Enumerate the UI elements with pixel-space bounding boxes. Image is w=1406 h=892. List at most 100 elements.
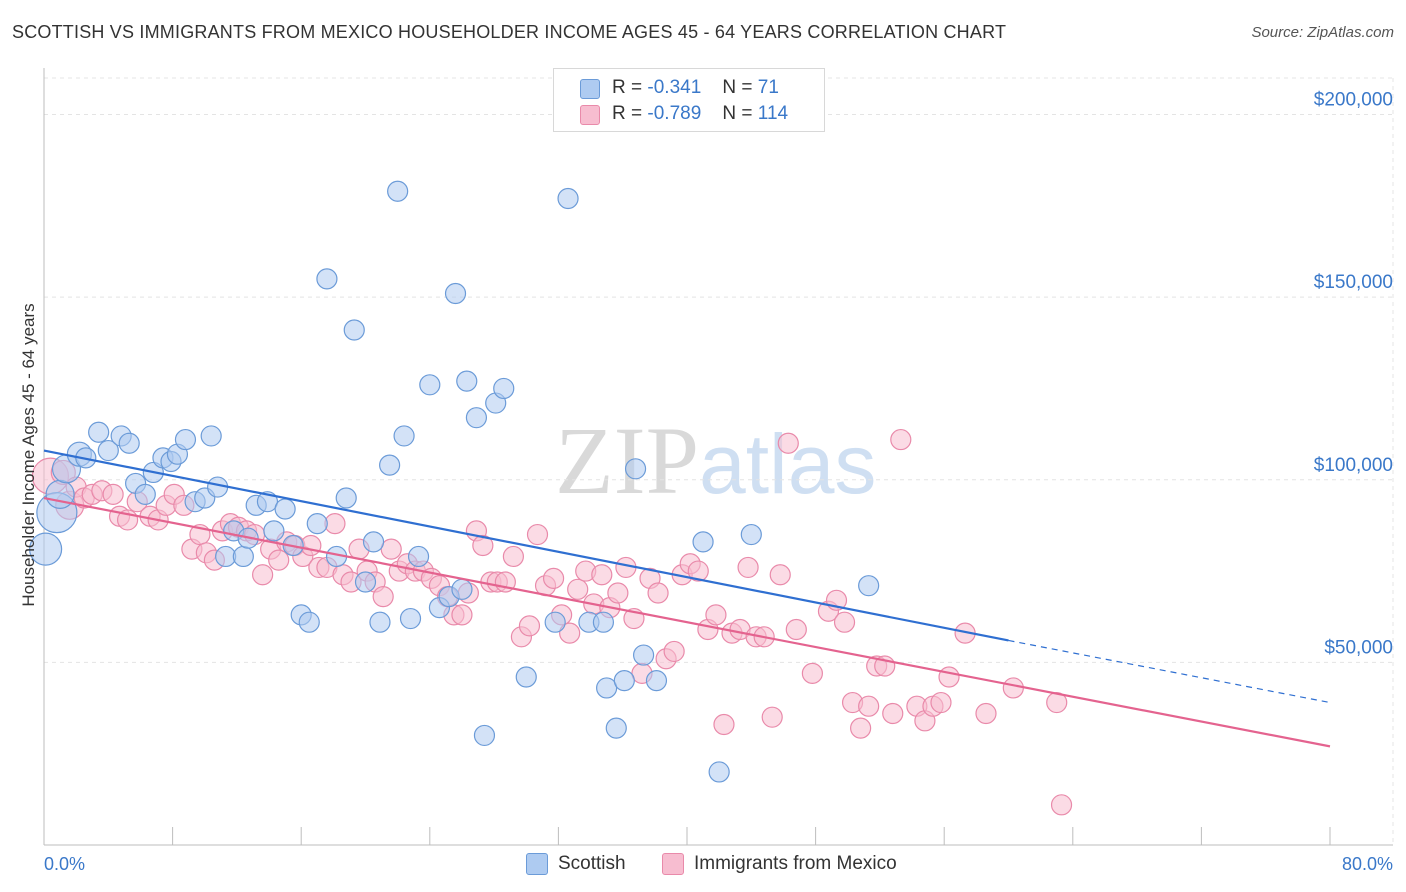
scottish-point (419, 374, 441, 396)
scottish-point (473, 724, 496, 747)
scottish-point (515, 666, 537, 688)
scottish-point (232, 545, 254, 568)
bottom-legend-label: Scottish (558, 853, 626, 874)
y-tick-labels: $50,000 $100,000 $150,000 $200,000 (1314, 90, 1393, 659)
scottish-point (613, 670, 635, 692)
mexico-point (785, 618, 807, 641)
scottish-point (544, 611, 566, 633)
mexico-point (502, 545, 524, 568)
legend-r-label: R = (612, 77, 643, 98)
scottish-point (343, 319, 365, 341)
scottish-trend-line (43, 449, 1009, 642)
scottish-point (88, 421, 110, 443)
scottish-point (316, 268, 338, 290)
mexico-point (300, 534, 322, 557)
scottish-point (692, 531, 714, 553)
scottish-point (708, 761, 730, 783)
mexico-point (542, 567, 565, 589)
mexico-point (777, 432, 799, 454)
mexico-point (890, 428, 912, 451)
axes (43, 68, 1393, 846)
bottom-legend-label: Immigrants from Mexico (694, 853, 897, 874)
mexico-point (858, 695, 880, 717)
mexico-point (769, 564, 791, 586)
legend-r-value: -0.341 (647, 77, 702, 98)
scottish-point (624, 458, 647, 480)
x-tick-label-min: 0.0% (44, 854, 85, 874)
y-tick-label: $200,000 (1314, 90, 1393, 111)
mexico-point (268, 549, 290, 571)
scottish-point (407, 545, 430, 568)
watermark-zip: ZIP (555, 407, 699, 514)
mexico-swatch (662, 853, 684, 875)
mexico-point (687, 560, 709, 582)
scottish-point (174, 428, 197, 451)
scottish-point (306, 512, 328, 535)
scottish-point (335, 487, 357, 509)
y-tick-label: $50,000 (1324, 637, 1393, 658)
mexico-point (713, 713, 735, 736)
scottish-point (387, 180, 409, 202)
legend-n-label: N = (722, 77, 753, 98)
scottish-point (118, 432, 140, 454)
correlation-legend: R = -0.341 N = 71 R = -0.789 N = 114 (553, 68, 825, 132)
scottish-point (45, 479, 75, 509)
scottish-point (200, 425, 222, 447)
scottish-point (362, 531, 385, 553)
x-tick-label-max: 80.0% (1342, 854, 1393, 874)
mexico-point (591, 564, 613, 586)
mexico-point (380, 538, 402, 560)
y-tick-label: $100,000 (1314, 455, 1393, 476)
legend-r-label: R = (612, 103, 643, 124)
scottish-point (456, 370, 478, 392)
mexico-point (761, 706, 783, 728)
mexico-point (801, 662, 823, 684)
scottish-point (354, 571, 377, 593)
legend-r-value: -0.789 (647, 103, 702, 124)
mexico-point (737, 556, 759, 579)
mexico-point (451, 604, 473, 626)
scottish-point (274, 498, 296, 520)
mexico-trend-line (43, 496, 1331, 748)
scottish-point (134, 483, 156, 505)
scottish-point (605, 717, 627, 739)
mexico-point (647, 582, 669, 604)
chart-title: SCOTTISH VS IMMIGRANTS FROM MEXICO HOUSE… (12, 22, 1007, 42)
mexico-point (102, 483, 124, 505)
mexico-point (850, 717, 872, 739)
scottish-point (369, 611, 391, 633)
scottish-point (592, 611, 615, 633)
scottish-point (451, 578, 473, 600)
scottish-point (632, 644, 655, 666)
mexico-point (833, 611, 856, 633)
legend-n-value: 114 (757, 103, 789, 124)
mexico-point (1050, 794, 1073, 816)
mexico-point (472, 534, 494, 557)
mexico-point (324, 512, 346, 535)
watermark: ZIPatlas (555, 405, 876, 516)
scottish-swatch (526, 853, 548, 875)
mexico-swatch (580, 105, 600, 125)
scottish-swatch (580, 79, 600, 99)
scottish-point (379, 454, 401, 476)
mexico-point (663, 640, 685, 663)
mexico-point (938, 666, 960, 688)
scottish-point (645, 670, 668, 692)
scottish-point (493, 377, 515, 400)
mexico-point (705, 604, 727, 626)
scottish-point (393, 425, 415, 447)
mexico-point (518, 615, 541, 637)
legend-n-value: 71 (757, 77, 779, 98)
scottish-point (557, 187, 579, 210)
scottish-point (298, 611, 320, 633)
mexico-point (526, 523, 549, 546)
scottish-point (263, 520, 285, 542)
mexico-point (930, 691, 952, 714)
legend-n-label: N = (722, 103, 753, 124)
mexico-point (1002, 677, 1024, 699)
y-axis-label: Householder Income Ages 45 - 64 years (19, 303, 38, 606)
mexico-point (252, 564, 274, 586)
source-credit: Source: ZipAtlas.com (1251, 24, 1394, 41)
scottish-point (97, 439, 119, 462)
